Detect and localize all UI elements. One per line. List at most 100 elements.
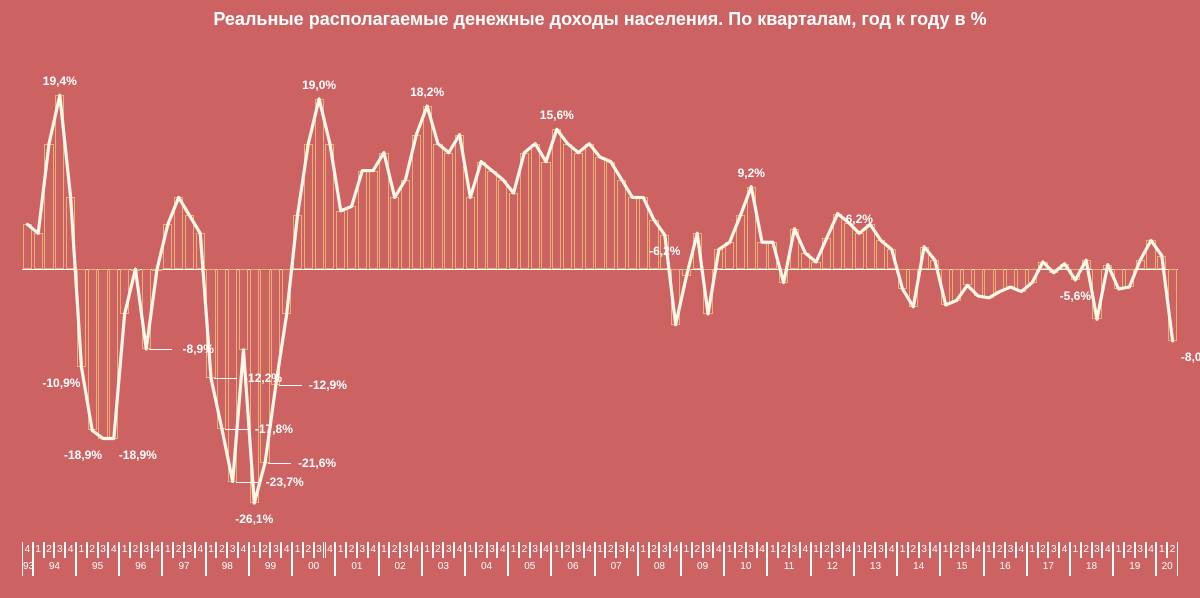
quarter-tick: 1	[508, 542, 519, 558]
quarter-tick: 4	[930, 542, 941, 558]
quarter-tick: 4	[65, 542, 76, 558]
quarter-tick: 2	[735, 542, 746, 558]
year-tick: 12	[811, 558, 854, 576]
quarter-tick: 3	[1005, 542, 1016, 558]
quarter-tick: 3	[1048, 542, 1059, 558]
data-label: -6,2%	[649, 244, 680, 258]
quarter-tick: 3	[962, 542, 973, 558]
quarter-tick: 1	[940, 542, 951, 558]
quarter-tick: 1	[681, 542, 692, 558]
year-tick: 20	[1156, 558, 1178, 576]
year-tick: 94	[33, 558, 76, 576]
year-tick: 03	[422, 558, 465, 576]
quarter-tick: 2	[821, 542, 832, 558]
year-tick: 10	[724, 558, 767, 576]
chart-title: Реальные располагаемые денежные доходы н…	[0, 8, 1200, 31]
quarter-axis-row: 4123412341234123412341234123412341234123…	[22, 542, 1178, 558]
year-tick: 00	[292, 558, 335, 576]
quarter-tick: 4	[1016, 542, 1027, 558]
leader-line	[236, 482, 259, 483]
year-tick: 17	[1027, 558, 1070, 576]
data-label: 19,4%	[43, 74, 77, 88]
data-label: -26,1%	[235, 512, 273, 526]
quarter-tick: 1	[1070, 542, 1081, 558]
quarter-tick: 4	[670, 542, 681, 558]
data-label: -17,8%	[255, 422, 293, 436]
quarter-tick: 4	[1059, 542, 1070, 558]
quarter-tick: 3	[919, 542, 930, 558]
quarter-tick: 1	[335, 542, 346, 558]
quarter-tick: 3	[832, 542, 843, 558]
quarter-tick: 4	[497, 542, 508, 558]
quarter-tick: 1	[1027, 542, 1038, 558]
quarter-tick: 3	[314, 542, 325, 558]
quarter-tick: 1	[206, 542, 217, 558]
quarter-tick: 3	[227, 542, 238, 558]
chart-root: Реальные располагаемые денежные доходы н…	[0, 0, 1200, 598]
year-tick: 13	[854, 558, 897, 576]
quarter-tick: 3	[487, 542, 498, 558]
quarter-tick: 2	[389, 542, 400, 558]
year-tick: 93	[22, 558, 33, 576]
year-tick: 01	[335, 558, 378, 576]
year-tick: 15	[940, 558, 983, 576]
quarter-tick: 3	[443, 542, 454, 558]
data-label: -18,9%	[64, 448, 102, 462]
quarter-tick: 1	[1156, 542, 1167, 558]
quarter-tick: 4	[238, 542, 249, 558]
year-tick: 18	[1070, 558, 1113, 576]
quarter-tick: 1	[897, 542, 908, 558]
quarter-tick: 4	[411, 542, 422, 558]
year-tick: 02	[379, 558, 422, 576]
quarter-tick: 2	[605, 542, 616, 558]
quarter-tick: 2	[260, 542, 271, 558]
year-tick: 04	[465, 558, 508, 576]
quarter-tick: 2	[519, 542, 530, 558]
quarter-tick: 1	[767, 542, 778, 558]
data-label: -18,9%	[119, 448, 157, 462]
quarter-tick: 2	[433, 542, 444, 558]
quarter-tick: 1	[119, 542, 130, 558]
quarter-tick: 2	[346, 542, 357, 558]
quarter-tick: 2	[130, 542, 141, 558]
year-axis-row: 9394959697989900010203040506070809101112…	[22, 558, 1178, 576]
quarter-tick: 1	[465, 542, 476, 558]
year-tick: 06	[551, 558, 594, 576]
quarter-tick: 4	[1146, 542, 1157, 558]
leader-line	[149, 349, 172, 350]
quarter-tick: 4	[713, 542, 724, 558]
x-axis: 4123412341234123412341234123412341234123…	[22, 542, 1178, 582]
quarter-tick: 2	[1167, 542, 1178, 558]
plot-area: 19,4%-10,9%-18,9%-18,9%-8,9%-12,2%-17,8%…	[22, 72, 1178, 538]
data-label: -8,9%	[183, 342, 214, 356]
quarter-tick: 2	[951, 542, 962, 558]
data-label: -12,2%	[244, 371, 282, 385]
quarter-tick: 4	[152, 542, 163, 558]
data-label: -12,9%	[309, 378, 347, 392]
quarter-tick: 2	[476, 542, 487, 558]
data-label: 15,6%	[540, 108, 574, 122]
leader-line	[268, 463, 291, 464]
quarter-tick: 4	[281, 542, 292, 558]
year-tick: 05	[508, 558, 551, 576]
leader-line	[214, 378, 237, 379]
year-tick: 95	[76, 558, 119, 576]
quarter-tick: 3	[141, 542, 152, 558]
quarter-tick: 4	[325, 542, 336, 558]
quarter-tick: 3	[1135, 542, 1146, 558]
year-tick: 08	[638, 558, 681, 576]
data-label: -23,7%	[266, 475, 304, 489]
quarter-tick: 1	[854, 542, 865, 558]
quarter-tick: 4	[843, 542, 854, 558]
quarter-tick: 4	[195, 542, 206, 558]
quarter-tick: 4	[886, 542, 897, 558]
quarter-tick: 4	[1102, 542, 1113, 558]
year-tick: 19	[1113, 558, 1156, 576]
data-label: 18,2%	[410, 85, 444, 99]
quarter-tick: 1	[249, 542, 260, 558]
quarter-tick: 1	[422, 542, 433, 558]
year-tick: 09	[681, 558, 724, 576]
data-label: 6,2%	[846, 212, 873, 226]
quarter-tick: 2	[87, 542, 98, 558]
quarter-tick: 2	[865, 542, 876, 558]
